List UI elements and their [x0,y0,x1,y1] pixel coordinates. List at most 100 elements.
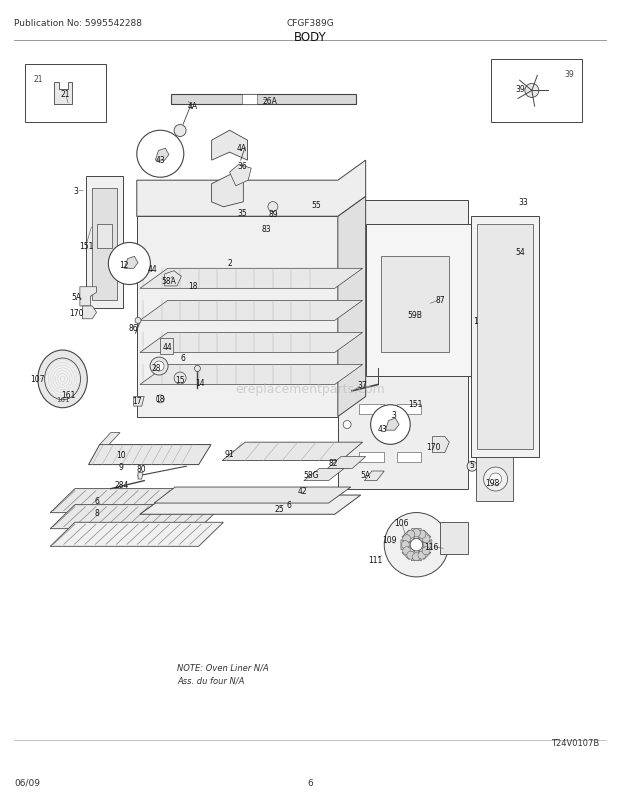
Text: 170: 170 [427,443,441,452]
Text: 25: 25 [274,504,284,513]
Polygon shape [137,217,338,417]
Circle shape [268,202,278,213]
Text: 15: 15 [175,375,185,385]
Polygon shape [54,83,71,105]
Polygon shape [80,287,97,306]
Polygon shape [417,530,431,545]
Text: 1: 1 [474,317,478,326]
Bar [360,308,384,318]
Polygon shape [50,523,223,547]
Bar [440,523,467,555]
Polygon shape [477,225,533,449]
Text: ereplacementparts.com: ereplacementparts.com [235,383,385,395]
Polygon shape [386,419,399,431]
Circle shape [418,552,426,560]
Polygon shape [137,161,366,217]
Text: 58G: 58G [303,470,319,479]
Polygon shape [154,488,351,504]
Text: 5A: 5A [71,293,81,302]
Circle shape [343,461,351,469]
Polygon shape [327,457,366,469]
Circle shape [418,531,426,539]
Polygon shape [140,496,361,515]
Circle shape [484,468,508,492]
Circle shape [490,473,502,485]
Polygon shape [211,175,243,208]
Text: 12: 12 [120,261,129,269]
Polygon shape [50,505,223,529]
Text: 9: 9 [119,462,124,471]
Polygon shape [137,197,366,217]
Circle shape [525,84,539,99]
Text: 4A: 4A [187,102,198,111]
Polygon shape [86,177,123,309]
Polygon shape [471,217,539,457]
Text: 170: 170 [69,309,84,318]
Text: 3: 3 [392,411,397,420]
Text: 8: 8 [94,508,99,517]
Bar [97,225,112,249]
Bar [397,356,422,366]
Bar [397,308,422,318]
Text: 39: 39 [564,70,574,79]
Text: 54: 54 [515,248,525,257]
Polygon shape [401,540,417,550]
Polygon shape [412,545,422,561]
Polygon shape [338,201,467,489]
Text: 42: 42 [298,486,308,495]
Text: 87: 87 [435,296,445,305]
Circle shape [343,341,351,349]
Text: 91: 91 [225,449,234,458]
Circle shape [174,125,186,137]
Polygon shape [89,445,211,465]
Text: 55: 55 [311,200,321,209]
Polygon shape [222,443,363,461]
Polygon shape [140,333,363,353]
Text: 18: 18 [156,395,165,404]
Text: 21: 21 [33,75,43,84]
Polygon shape [417,540,432,550]
Polygon shape [156,149,169,161]
Text: 161: 161 [56,397,69,403]
Text: 198: 198 [485,478,500,487]
Circle shape [343,221,351,229]
Text: 82: 82 [329,459,339,468]
Text: 44: 44 [148,265,157,273]
Text: 21: 21 [61,90,71,99]
Text: Ass. du four N/A: Ass. du four N/A [177,675,244,684]
Text: 43: 43 [378,424,388,434]
Polygon shape [82,306,97,319]
Text: BODY: BODY [294,30,326,43]
Polygon shape [92,189,117,301]
Text: 26A: 26A [262,96,277,105]
Text: 5A: 5A [361,470,371,479]
Text: 14: 14 [195,378,205,387]
Text: 17: 17 [132,396,141,406]
Polygon shape [366,225,471,377]
Polygon shape [338,197,366,417]
Polygon shape [138,473,143,480]
Text: 06/09: 06/09 [14,778,40,787]
Text: 106: 106 [394,518,409,527]
Circle shape [403,547,410,555]
Circle shape [423,541,432,549]
Polygon shape [165,271,181,286]
Text: 6: 6 [307,778,313,787]
Text: T24V0107B: T24V0107B [551,738,600,747]
Circle shape [412,529,420,537]
Text: 3: 3 [74,187,79,196]
Text: 6: 6 [286,500,291,509]
Text: 284: 284 [114,480,128,489]
Text: 151: 151 [79,241,93,250]
Polygon shape [161,338,172,354]
Circle shape [412,553,420,561]
Text: 107: 107 [30,375,45,384]
Text: 83: 83 [262,225,272,233]
Text: 5: 5 [469,460,474,469]
Circle shape [343,421,351,429]
Circle shape [154,362,164,371]
Text: 151: 151 [408,399,422,409]
Text: 161: 161 [61,390,76,399]
Polygon shape [365,472,384,481]
Circle shape [384,513,448,577]
